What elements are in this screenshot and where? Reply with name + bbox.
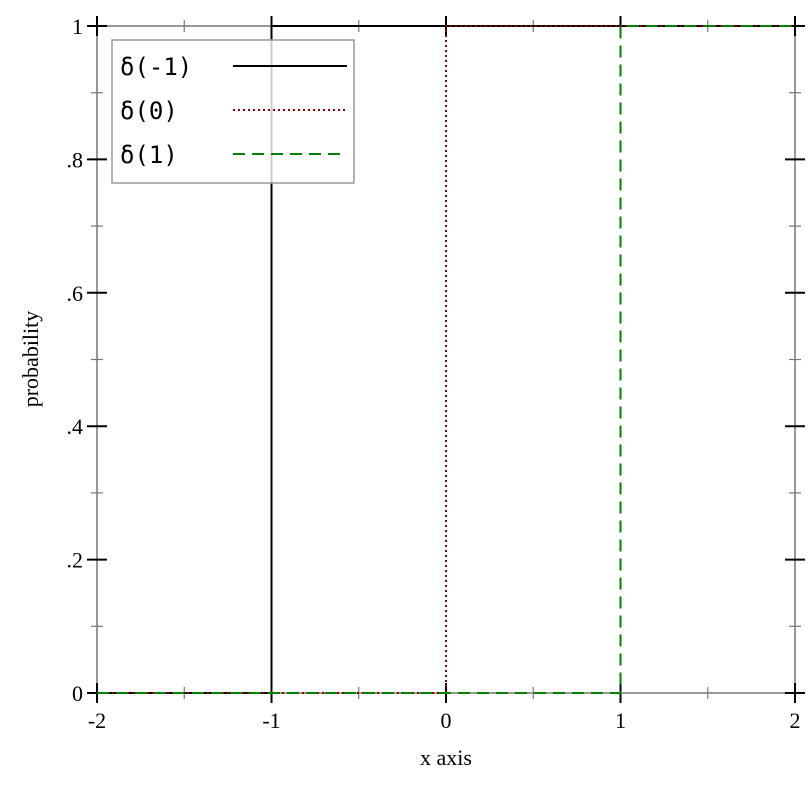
y-tick-label: .6 [67, 281, 84, 306]
legend: δ(-1) δ(0) δ(1) [111, 39, 355, 184]
x-tick-label: 1 [615, 708, 626, 733]
series-group [97, 25, 795, 694]
series-line-2 [97, 25, 795, 694]
y-tick-label: 1 [72, 14, 83, 39]
legend-label: δ(-1) [120, 53, 192, 81]
legend-label: δ(0) [120, 97, 178, 125]
legend-box [111, 39, 355, 184]
x-tick-label: 0 [441, 708, 452, 733]
x-tick-label: -1 [262, 708, 280, 733]
y-tick-label: .8 [67, 147, 84, 172]
x-axis-label: x axis [420, 745, 472, 770]
y-axis-label: probability [18, 311, 43, 408]
y-tick-label: .2 [67, 548, 84, 573]
x-tick-label: 2 [790, 708, 801, 733]
legend-label: δ(1) [120, 141, 178, 169]
y-tick-label: .4 [67, 414, 84, 439]
y-tick-label: 0 [72, 681, 83, 706]
axis-ticks: -2 -1 0 1 2 0 .2 .4 .6 .8 1 [67, 14, 805, 733]
series-line-1 [97, 25, 795, 694]
x-tick-label: -2 [88, 708, 106, 733]
